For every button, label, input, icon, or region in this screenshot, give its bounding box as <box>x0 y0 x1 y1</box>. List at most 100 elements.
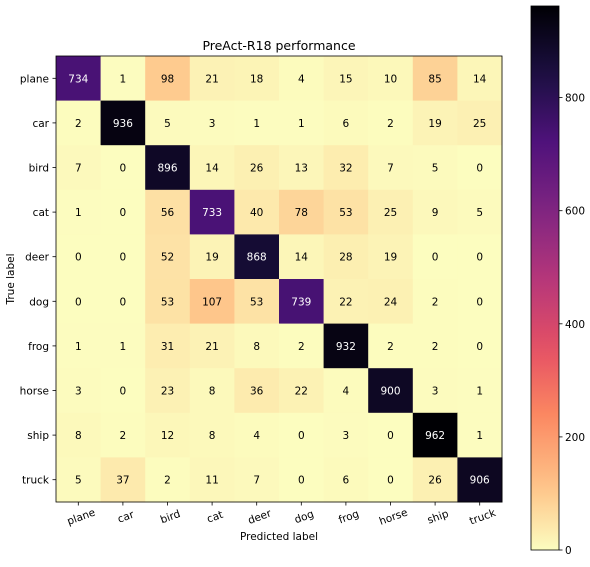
cell-value-label: 0 <box>75 252 82 264</box>
cell-value-label: 3 <box>432 386 439 398</box>
heatmap-cell <box>189 323 235 369</box>
heatmap-cell <box>56 100 102 146</box>
cell-value-label: 2 <box>120 430 127 442</box>
cell-value-label: 1 <box>476 386 483 398</box>
heatmap-cell <box>189 56 235 102</box>
heatmap-cell <box>189 100 235 146</box>
cell-value-label: 0 <box>387 475 394 487</box>
heatmap-cell <box>368 56 414 102</box>
heatmap-cell <box>323 368 369 414</box>
heatmap-cell <box>145 457 191 503</box>
heatmap-cell <box>189 279 235 325</box>
cell-value-label: 37 <box>116 475 129 487</box>
heatmap-cell <box>145 189 191 235</box>
cell-value-label: 868 <box>247 252 267 264</box>
cell-value-label: 98 <box>161 73 174 85</box>
cell-value-label: 0 <box>476 296 483 308</box>
colorbar-tick-label: 200 <box>565 432 585 444</box>
heatmap-cell <box>323 56 369 102</box>
cell-value-label: 19 <box>384 252 397 264</box>
heatmap-cell <box>145 323 191 369</box>
cell-value-label: 13 <box>295 163 308 175</box>
cell-value-label: 25 <box>473 118 486 130</box>
heatmap-cell <box>368 412 414 458</box>
x-tick-labels: plane car bird cat deer dog frog horse ship truck <box>66 502 498 528</box>
heatmap-cell <box>279 234 325 280</box>
heatmap-cell <box>100 368 146 414</box>
cell-value-label: 8 <box>209 430 216 442</box>
heatmap-cell <box>323 145 369 191</box>
heatmap-cell <box>56 189 102 235</box>
y-tick-label: frog <box>28 341 49 353</box>
cell-value-label: 962 <box>425 430 445 442</box>
cell-value-label: 53 <box>339 207 352 219</box>
cell-value-label: 24 <box>384 296 398 308</box>
cell-value-label: 40 <box>250 207 263 219</box>
x-tick-label: dog <box>293 508 316 526</box>
heatmap-cell <box>368 279 414 325</box>
cell-value-label: 3 <box>75 386 82 398</box>
cell-value-label: 19 <box>205 252 218 264</box>
colorbar-tick-label: 400 <box>565 319 585 331</box>
cell-value-label: 4 <box>343 386 350 398</box>
heatmap-cell <box>323 100 369 146</box>
heatmap-cell <box>56 56 102 102</box>
x-tick-label: ship <box>426 508 451 527</box>
cell-value-label: 7 <box>387 163 394 175</box>
heatmap-cell <box>457 100 503 146</box>
cell-value-label: 0 <box>298 430 305 442</box>
cell-value-label: 21 <box>205 73 218 85</box>
heatmap-cell <box>279 189 325 235</box>
x-tick-label: cat <box>205 509 224 526</box>
cell-value-label: 734 <box>68 73 88 85</box>
cell-value-label: 0 <box>432 252 439 264</box>
cell-value-label: 8 <box>75 430 82 442</box>
cell-value-label: 0 <box>120 252 127 264</box>
heatmap-cell <box>100 323 146 369</box>
heatmap-cell <box>368 189 414 235</box>
cell-value-label: 906 <box>470 475 490 487</box>
heatmap-cell <box>234 323 280 369</box>
cell-value-label: 2 <box>387 341 394 353</box>
heatmap-cell <box>56 412 102 458</box>
heatmap-cell <box>368 457 414 503</box>
y-tick-label: cat <box>33 207 49 219</box>
cell-value-label: 1 <box>75 341 82 353</box>
heatmap-cell <box>145 56 191 102</box>
y-tick-label: plane <box>20 73 49 85</box>
heatmap-cell <box>189 189 235 235</box>
heatmap-cell <box>145 279 191 325</box>
heatmap-cell <box>457 323 503 369</box>
heatmap-cell <box>100 145 146 191</box>
heatmap-cell <box>189 457 235 503</box>
cell-value-label: 15 <box>339 73 352 85</box>
cell-value-label: 2 <box>432 341 439 353</box>
x-tick-label: truck <box>468 507 498 528</box>
cell-value-label: 21 <box>205 341 218 353</box>
heatmap-cell <box>189 412 235 458</box>
y-tick-label: ship <box>27 430 49 442</box>
heatmap-cell <box>189 368 235 414</box>
cell-value-label: 6 <box>343 118 350 130</box>
heatmap-cell <box>412 323 458 369</box>
heatmap-cell <box>145 368 191 414</box>
cell-value-label: 85 <box>428 73 441 85</box>
cell-value-label: 1 <box>253 118 260 130</box>
cell-value-label: 2 <box>387 118 394 130</box>
cell-value-label: 2 <box>164 475 171 487</box>
cell-value-label: 7 <box>75 163 82 175</box>
heatmap-cell <box>56 279 102 325</box>
heatmap-cell <box>412 56 458 102</box>
heatmap-cell <box>189 145 235 191</box>
heatmap-cell <box>234 56 280 102</box>
cell-value-label: 4 <box>253 430 260 442</box>
heatmap-cell <box>234 145 280 191</box>
cell-value-label: 0 <box>120 386 127 398</box>
x-axis-label: Predicted label <box>240 531 318 543</box>
cell-value-label: 2 <box>298 341 305 353</box>
heatmap-cell <box>145 412 191 458</box>
cell-value-label: 53 <box>161 296 174 308</box>
cell-value-label: 18 <box>250 73 263 85</box>
